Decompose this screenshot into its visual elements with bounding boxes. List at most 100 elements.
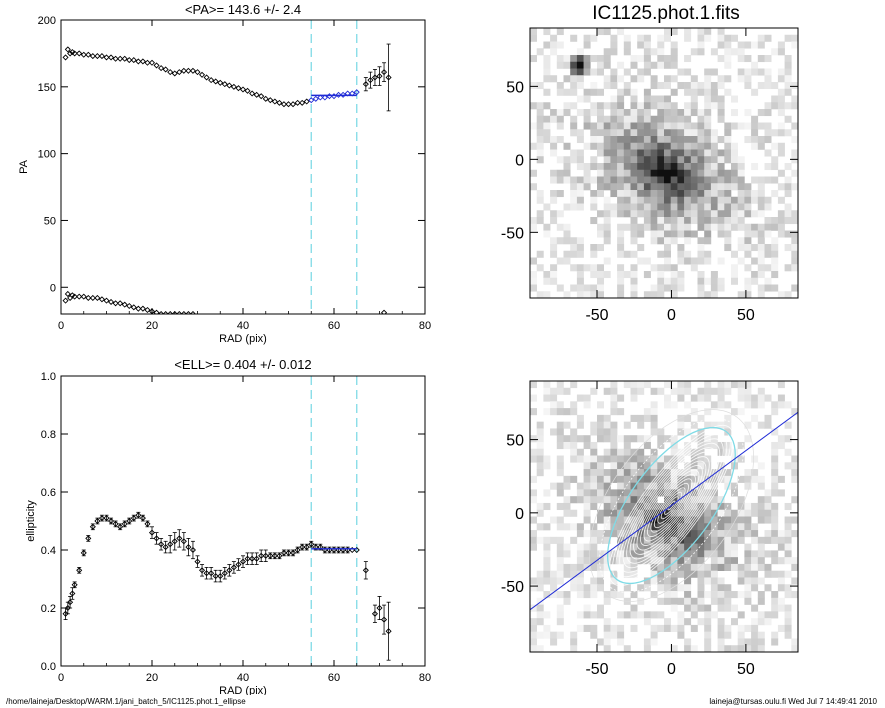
overlay-pixel (724, 591, 732, 599)
fits-pixel (623, 129, 631, 137)
fits-pixel (677, 223, 685, 231)
fits-pixel (657, 196, 665, 204)
fits-pixel (751, 68, 759, 76)
overlay-pixel (583, 455, 591, 463)
isophote-ellipse (626, 447, 717, 564)
fits-pixel (677, 190, 685, 198)
fits-pixel (717, 28, 725, 36)
overlay-pixel (556, 516, 564, 524)
overlay-pixel (664, 475, 671, 483)
overlay-pixel (576, 435, 584, 443)
fits-pixel (777, 109, 785, 117)
ell-ytick-label: 0.8 (41, 429, 56, 441)
fits-pixel (697, 28, 705, 36)
overlay-pixel (757, 536, 765, 544)
overlay-pixel (717, 441, 725, 450)
fits-pixel (576, 250, 584, 258)
overlay-pixel (697, 387, 705, 395)
fits-pixel (643, 169, 651, 177)
overlay-pixel (643, 414, 651, 422)
ell-data-point (80, 549, 87, 556)
fits-pixel (550, 210, 558, 218)
overlay-pixel (650, 489, 658, 497)
fits-pixel (704, 88, 712, 96)
fits-pixel (563, 169, 571, 177)
fits-pixel (737, 176, 745, 184)
fits-pixel (603, 271, 611, 279)
overlay-pixel (603, 597, 611, 605)
overlay-pixel (610, 530, 618, 538)
fits-pixel (563, 291, 571, 298)
overlay-pixel (530, 604, 537, 612)
fits-pixel (576, 291, 584, 298)
fits-pixel (731, 149, 738, 157)
pa-plot-area (62, 20, 392, 314)
fits-pixel (777, 122, 785, 130)
overlay-pixel (556, 611, 564, 619)
fits-pixel (731, 156, 738, 164)
fits-pixel (617, 169, 625, 177)
fits-pixel (543, 136, 551, 144)
fits-pixel (771, 284, 779, 292)
fits-pixel (677, 82, 685, 90)
overlay-pixel (657, 428, 665, 436)
fits-pixel (597, 88, 604, 96)
overlay-pixel (757, 611, 765, 619)
fits-pixel (704, 142, 712, 150)
fits-pixel (791, 217, 798, 225)
fits-pixel (603, 217, 611, 225)
overlay-pixel (570, 448, 578, 456)
pa-data-point (130, 57, 137, 64)
fits-pixel (556, 88, 564, 96)
overlay-pixel (784, 421, 792, 429)
overlay-pixel (737, 381, 745, 389)
fits-pixel (784, 34, 792, 42)
overlay-pixel (650, 591, 658, 599)
overlay-pixel (630, 509, 638, 517)
fits-pixel (543, 223, 551, 231)
fits-pixel (610, 169, 618, 177)
overlay-pixel (570, 475, 578, 483)
overlay-pixel (744, 584, 752, 592)
overlay-pixel (771, 428, 779, 436)
pa-data-point (180, 67, 187, 74)
pa-data-point (381, 69, 388, 76)
overlay-pixel (664, 591, 671, 599)
fits-pixel (664, 149, 671, 157)
fits-pixel (637, 41, 645, 49)
ell-ytick-label: 0.0 (41, 661, 56, 673)
overlay-pixel (530, 530, 537, 538)
overlay-pixel (677, 597, 685, 605)
fits-pixel (764, 75, 772, 83)
overlay-pixel (777, 435, 785, 443)
fits-pixel (670, 149, 678, 157)
overlay-pixel (630, 394, 638, 402)
overlay-pixel (543, 550, 551, 558)
overlay-pixel (757, 509, 765, 517)
fits-pixel (623, 68, 631, 76)
overlay-pixel (677, 421, 685, 429)
overlay-pixel (670, 462, 678, 470)
overlay-pixel (757, 591, 765, 599)
overlay-pixel (637, 557, 645, 565)
overlay-pixel (536, 604, 544, 612)
overlay-pixel (657, 469, 665, 477)
overlay-pixel (710, 536, 718, 544)
fits-pixel (570, 75, 578, 83)
fits-pixel (590, 250, 598, 258)
fits-pixel (697, 284, 705, 292)
fits-pixel (637, 196, 645, 204)
overlay-pixel (670, 557, 678, 565)
fits-pixel (704, 75, 712, 83)
fits-pixel (771, 264, 779, 272)
fits-pixel (536, 142, 544, 150)
fits-pixel (576, 109, 584, 117)
fits-pixel (570, 284, 578, 292)
fits-pixel (570, 34, 578, 42)
fits-pixel (697, 115, 705, 123)
overlay-pixel (724, 557, 732, 565)
fits-pixel (690, 82, 698, 90)
overlay-pixel (777, 381, 785, 389)
overlay-pixel (677, 557, 685, 565)
fits-pixel (777, 223, 785, 231)
